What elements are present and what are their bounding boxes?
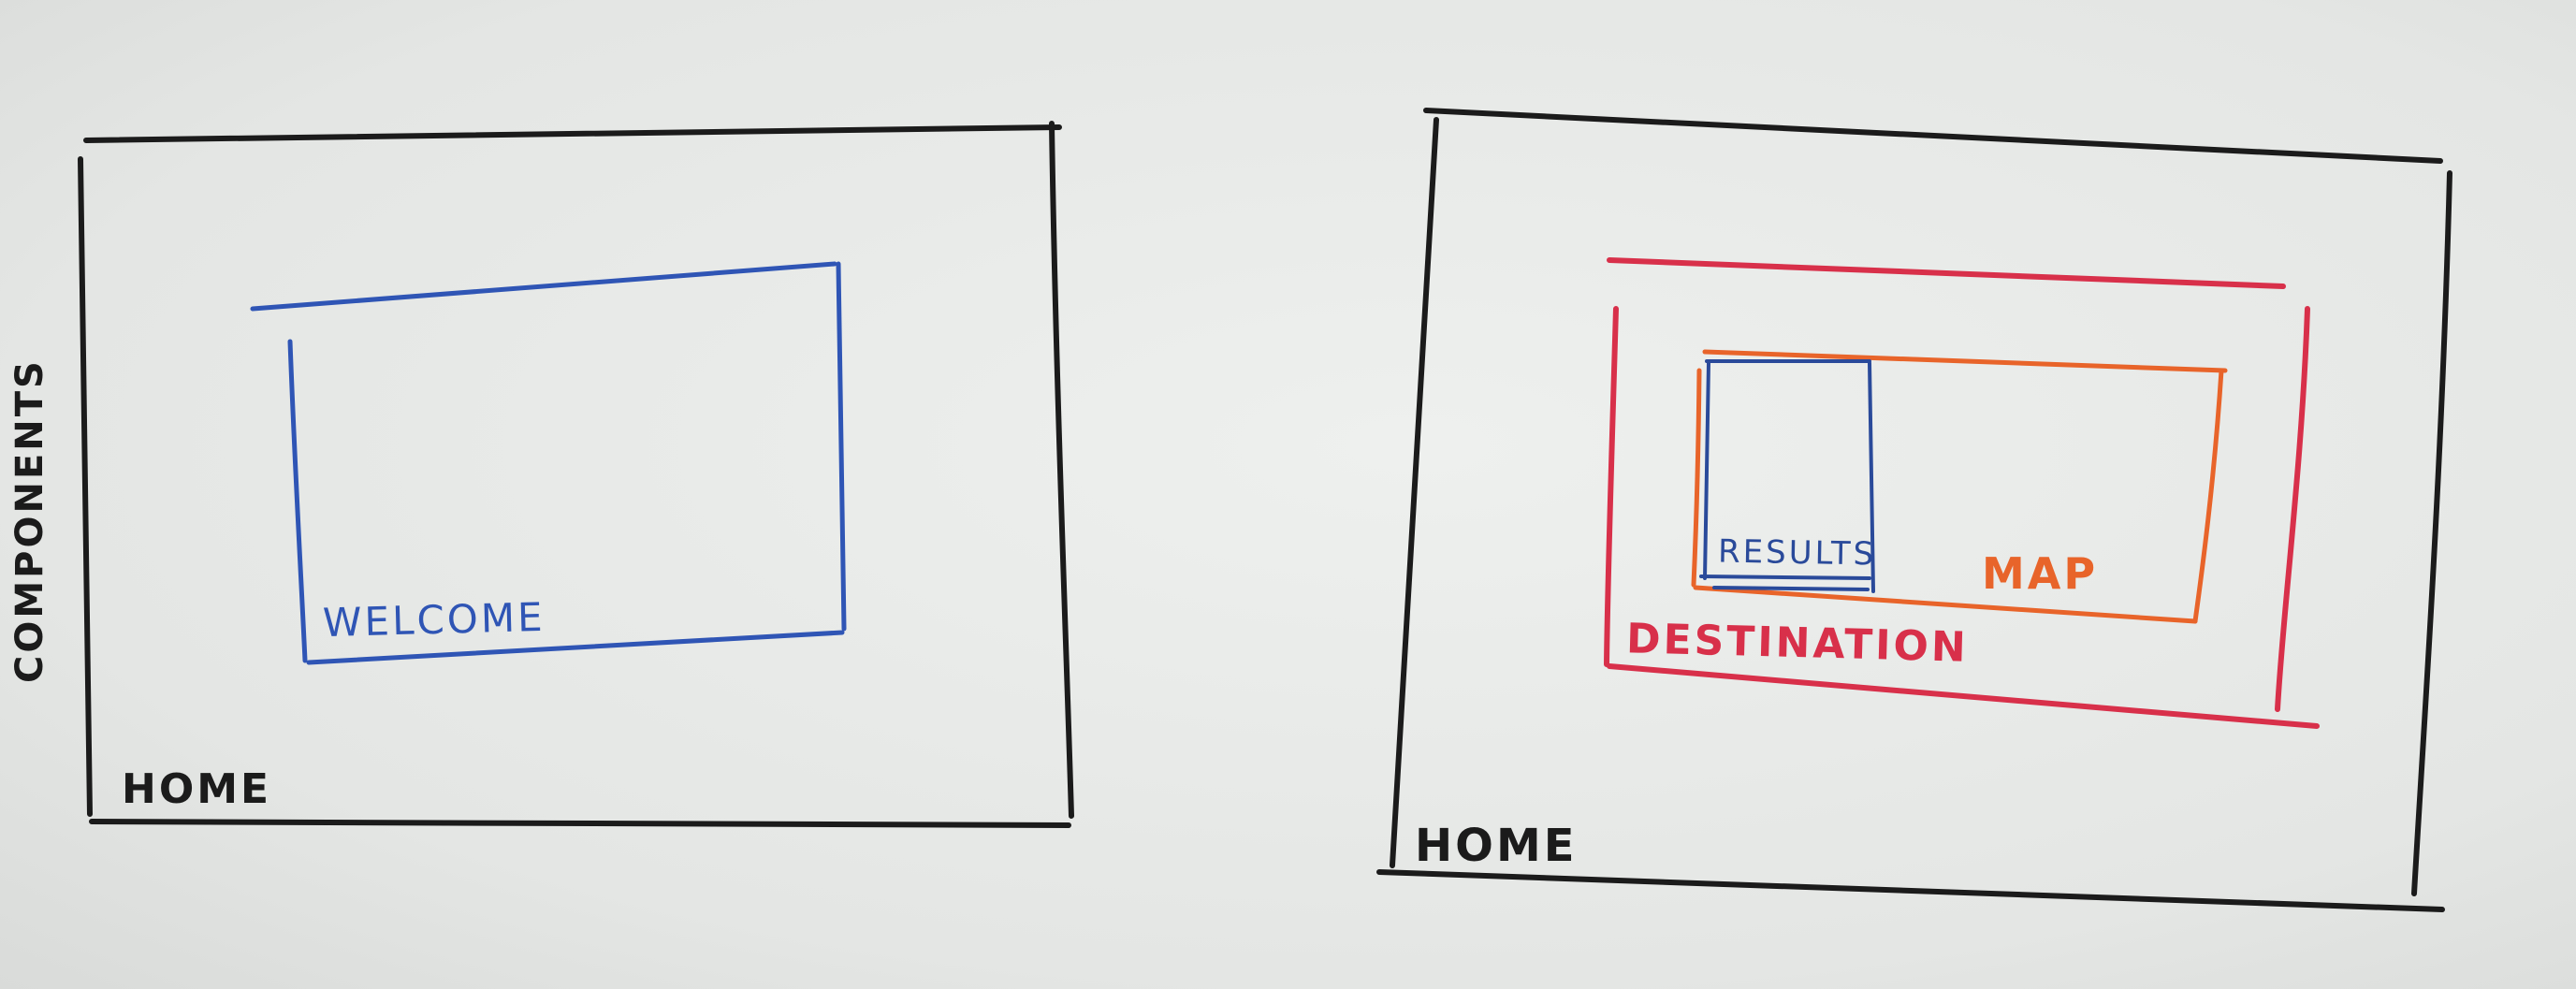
welcome-label: WELCOME [322, 593, 546, 647]
map-frame-left [1691, 368, 1702, 588]
home-frame-left-right [1049, 121, 1074, 819]
home-frame-right-right [2411, 170, 2452, 896]
components-label: COMPONENTS [8, 358, 51, 683]
welcome-frame-top [250, 261, 837, 312]
results-frame-left [1703, 361, 1710, 580]
home-frame-right-left [1390, 117, 1439, 868]
home-label-left: HOME [122, 765, 272, 813]
home-frame-right-top [1423, 108, 2443, 164]
map-frame [1691, 349, 2228, 624]
map-label: MAP [1982, 548, 2099, 599]
welcome-frame-right [836, 261, 847, 632]
results-frame-bottom [1699, 574, 1871, 580]
home-label-right: HOME [1415, 820, 1578, 872]
home-frame-left-left [78, 156, 93, 817]
welcome-frame [250, 261, 847, 665]
home-frame-right-bottom [1376, 869, 2445, 912]
map-frame-top [1702, 349, 2228, 373]
destination-frame-right [2275, 306, 2310, 712]
destination-label: DESTINATION [1625, 615, 1970, 672]
results-frame-right [1868, 361, 1875, 593]
results-label-underline [1712, 586, 1870, 591]
map-frame-right [2192, 368, 2224, 624]
destination-frame-bottom [1607, 663, 2320, 729]
home-frame-left [78, 121, 1074, 828]
home-frame-right [1376, 108, 2452, 912]
map-frame-bottom [1693, 585, 2198, 624]
home-frame-left-bottom [89, 819, 1071, 828]
results-label: RESULTS [1717, 532, 1877, 574]
destination-frame-top [1607, 257, 2286, 289]
results-frame [1699, 359, 1875, 593]
home-frame-left-top [83, 124, 1062, 143]
destination-frame [1604, 257, 2320, 729]
destination-frame-left [1604, 306, 1619, 667]
welcome-frame-left [287, 339, 308, 663]
welcome-frame-bottom [306, 630, 845, 665]
